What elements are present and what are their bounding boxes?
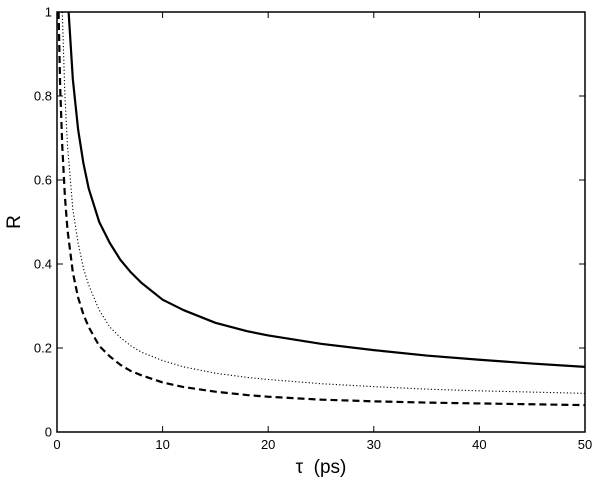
series-layer — [57, 11, 586, 407]
y-tick-label: 0.8 — [34, 89, 52, 104]
series-line-dotted — [61, 11, 586, 394]
x-tick-label: 20 — [261, 437, 275, 452]
y-tick-label: 1 — [45, 5, 52, 20]
tick-layer: 0 10 20 30 40 50 0 0.2 0.4 0.6 0.8 1 — [34, 5, 592, 453]
x-axis-label: τ (ps) — [296, 457, 347, 478]
series-line-dashed — [57, 11, 586, 407]
y-tick-label: 0.6 — [34, 173, 52, 188]
y-axis-label: R — [4, 215, 25, 229]
y-tick-label: 0.2 — [34, 341, 52, 356]
x-tick-label: 50 — [578, 437, 592, 452]
plot-frame — [56, 11, 586, 433]
x-tick-label: 40 — [472, 437, 486, 452]
x-tick-label: 10 — [155, 437, 169, 452]
x-tick-label: 0 — [53, 437, 60, 452]
series-line-solid — [67, 11, 586, 368]
y-tick-label: 0 — [45, 425, 52, 440]
y-tick-label: 0.4 — [34, 257, 52, 272]
x-tick-label: 30 — [367, 437, 381, 452]
